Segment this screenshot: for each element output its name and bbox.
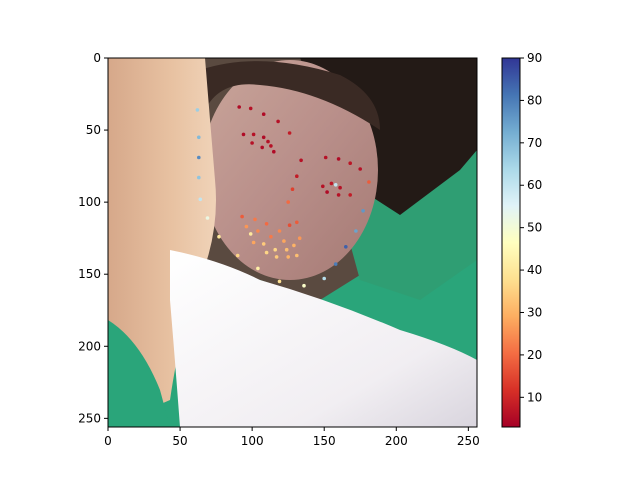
data-point	[344, 245, 348, 249]
data-point	[244, 224, 249, 229]
data-point	[273, 247, 278, 252]
data-point	[277, 279, 282, 284]
y-tick-label: 0	[93, 51, 101, 65]
data-point	[361, 209, 365, 213]
data-point	[248, 232, 253, 236]
data-point	[299, 158, 303, 163]
data-point	[261, 112, 266, 116]
data-point	[292, 243, 296, 248]
data-point	[354, 229, 358, 233]
data-point	[197, 175, 201, 180]
data-point	[333, 183, 338, 187]
data-point	[198, 197, 203, 202]
colorbar-tick-label: 60	[527, 178, 542, 192]
data-point	[266, 139, 270, 144]
data-point	[336, 193, 341, 197]
colorbar-tick-label: 70	[527, 136, 542, 150]
data-point	[348, 193, 353, 197]
data-point	[287, 223, 292, 227]
data-point	[295, 220, 299, 225]
data-point	[295, 174, 299, 178]
data-point	[287, 131, 292, 135]
axes-frame	[107, 57, 478, 428]
data-point	[297, 236, 302, 240]
data-point	[286, 255, 291, 259]
data-point	[290, 187, 295, 191]
y-tick-label: 150	[78, 267, 101, 281]
x-tick-label: 100	[241, 434, 264, 448]
colorbar-tick-label: 10	[527, 390, 542, 404]
colorbar-frame	[501, 57, 521, 428]
colorbar-tick-label: 80	[527, 93, 542, 107]
data-point	[333, 262, 338, 266]
colorbar-tick-label: 50	[527, 221, 542, 235]
data-point	[274, 255, 279, 259]
data-point	[235, 253, 240, 258]
colorbar-tick-label: 90	[527, 51, 542, 65]
data-point	[237, 105, 241, 109]
data-point	[195, 108, 200, 112]
data-point	[217, 234, 221, 239]
data-point	[295, 253, 299, 258]
background-photo	[108, 58, 477, 427]
x-axis: 0 50 100 150 200 250	[104, 427, 480, 448]
colorbar-gradient	[502, 58, 520, 427]
data-point	[329, 181, 334, 186]
data-point	[256, 229, 260, 233]
data-point	[251, 132, 256, 137]
colorbar-tick-label: 40	[527, 263, 542, 277]
data-point	[286, 200, 291, 204]
data-point	[358, 167, 363, 171]
colorbar-tick-label: 20	[527, 348, 542, 362]
scatter-points	[195, 105, 371, 288]
x-tick-label: 0	[104, 434, 112, 448]
data-point	[348, 161, 353, 165]
colorbar-tick-label: 30	[527, 305, 542, 319]
y-tick-label: 100	[78, 195, 101, 209]
data-point	[321, 184, 325, 189]
data-point	[282, 239, 286, 243]
y-tick-label: 200	[78, 339, 101, 353]
y-axis: 0 50 100 150 200 250	[78, 51, 108, 425]
data-point	[241, 132, 246, 137]
x-tick-label: 250	[457, 434, 480, 448]
data-point	[264, 250, 269, 255]
data-point	[261, 135, 266, 140]
data-point	[205, 216, 210, 220]
data-point	[250, 141, 254, 145]
data-point	[269, 234, 273, 239]
data-point	[269, 144, 273, 148]
x-tick-label: 200	[385, 434, 408, 448]
data-point	[197, 135, 201, 140]
x-tick-label: 50	[172, 434, 187, 448]
data-point	[325, 190, 329, 194]
data-point	[261, 242, 266, 246]
data-point	[302, 283, 306, 288]
data-point	[253, 217, 257, 222]
x-tick-label: 150	[313, 434, 336, 448]
data-point	[260, 145, 265, 150]
data-point	[248, 106, 253, 111]
data-point	[240, 214, 244, 219]
data-point	[367, 180, 371, 184]
y-tick-label: 250	[78, 411, 101, 425]
data-point	[338, 185, 342, 190]
data-point	[264, 222, 269, 226]
data-point	[197, 155, 201, 160]
data-point	[251, 240, 256, 245]
data-point	[272, 149, 276, 154]
data-point	[284, 247, 289, 252]
data-point	[256, 266, 260, 271]
y-tick-label: 50	[86, 123, 101, 137]
data-point	[322, 276, 327, 281]
data-point	[276, 119, 280, 124]
data-point	[323, 155, 328, 160]
data-point	[336, 157, 341, 161]
colorbar-axis: 10 20 30 40 50 60 70 80 90	[520, 51, 542, 404]
data-point	[277, 229, 282, 233]
